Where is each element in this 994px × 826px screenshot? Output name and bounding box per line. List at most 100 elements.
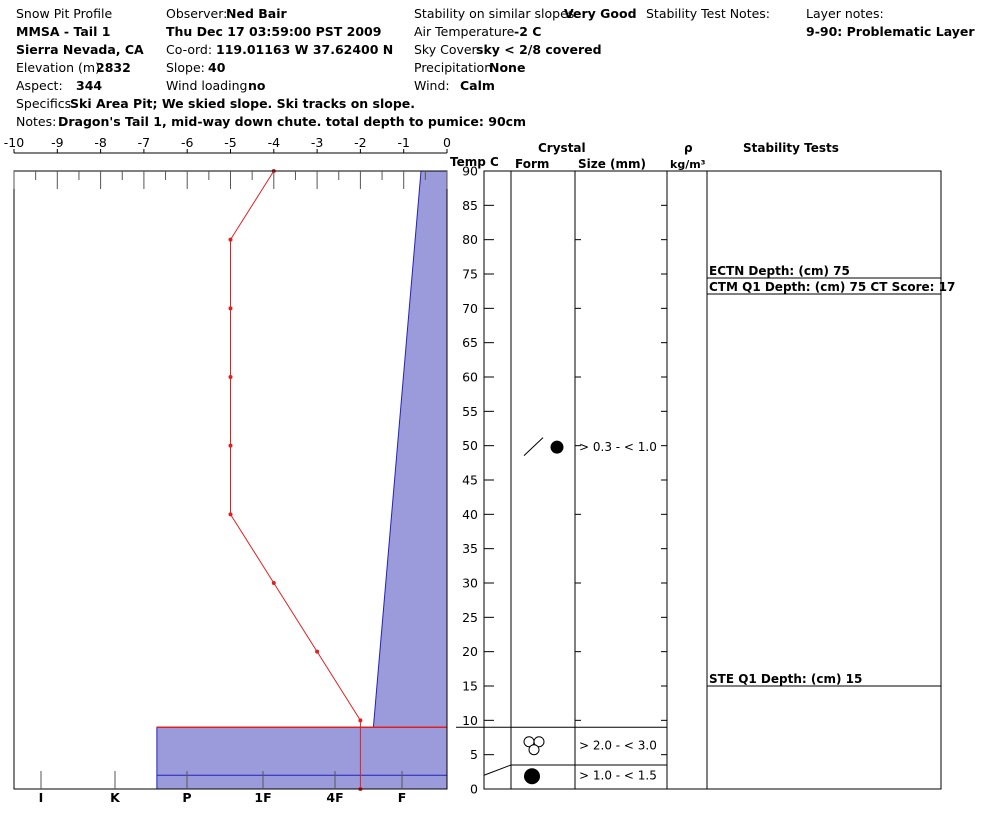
aspect-value: 344 [76,78,103,93]
observer-label: Observer: [166,6,228,21]
layer-notes-label: Layer notes: [806,6,884,21]
depth-tick-label: 40 [462,507,478,522]
stability-test-label: STE Q1 Depth: (cm) 15 [709,672,862,686]
density-unit-header: kg/m³ [670,158,706,171]
size-label: > 0.3 - < 1.0 [579,440,657,454]
notes-value: Dragon's Tail 1, mid-way down chute. tot… [58,114,527,129]
depth-tick-label: 75 [462,267,478,282]
hardness-layer [156,726,448,790]
temp-tick-label: -5 [224,135,236,150]
depth-tick-label: 65 [462,335,478,350]
temp-tick-label: -9 [51,135,64,150]
notes-label: Notes: [16,114,57,129]
faceted-form-icon [523,437,544,457]
depth-axis: 0 5 10 15 20 25 30 35 40 45 50 55 60 65 70 75 80 85 90 [462,164,494,797]
cluster-grain-icon [528,744,540,756]
depth-tick-label: 10 [462,713,478,728]
temperature-point [271,581,276,585]
depth-tick-label: 90 [462,164,478,179]
air-temp-value: -2 C [514,24,542,39]
depth-tick-label: 45 [462,473,478,488]
sky-value: sky < 2/8 covered [476,42,602,57]
temp-axis: -10 -9 -8 -7 -6 -5 -4 -3 -2 -1 0 [4,135,451,189]
coord-value: 119.01163 W 37.62400 N [216,42,394,57]
depth-tick-label: 70 [462,301,478,316]
wind-label: Wind: [414,78,450,93]
specifics-label: Specifics [16,96,72,111]
temp-tick-label: -6 [181,135,194,150]
elevation-label: Elevation (m) [16,60,100,75]
air-temp-label: Air Temperature [414,24,515,39]
layer-connector [483,764,512,776]
rounded-grain-icon [550,440,564,454]
temp-tick-label: -8 [94,135,107,150]
rho-header: ρ [684,141,693,155]
slope-label: Slope: [166,60,205,75]
hardness-tick-label: K [110,790,121,805]
temperature-point [315,649,320,654]
temperature-point [228,512,233,517]
rounded-grain-icon [524,768,540,785]
temp-tick-label: -1 [397,135,409,150]
sky-label: Sky Cover [414,42,477,57]
layer-columns: > 0.3 - < 1.0 > 2.0 - < 3.0 > 1.0 - < 1.5 [456,170,942,790]
depth-tick-label: 85 [462,198,478,213]
wind-value: Calm [460,78,495,93]
precip-label: Precipitation [414,60,493,75]
depth-tick-label: 20 [462,644,478,659]
temp-tick-label: 0 [443,135,451,150]
hardness-axis: I K P 1F 4F F [39,771,407,805]
stability-notes-label: Stability Test Notes: [646,6,771,21]
temp-column-header: Temp C [450,155,499,169]
temperature-point [358,718,363,723]
wind-loading-label: Wind loading [166,78,248,93]
hardness-tick-label: 4F [326,790,343,805]
stability-tests-header: Stability Tests [743,141,839,155]
temp-tick-label: -10 [4,135,24,150]
depth-tick-label: 35 [462,541,478,556]
coord-label: Co-ord: [166,42,213,57]
slope-value: 40 [208,60,226,75]
depth-tick-label: 5 [470,747,478,762]
hardness-tick-label: I [39,790,44,805]
region: Sierra Nevada, CA [16,42,144,57]
temperature-line [230,170,361,789]
datetime: Thu Dec 17 03:59:00 PST 2009 [166,24,382,39]
depth-tick-label: 15 [462,679,478,694]
temperature-point [228,237,233,242]
stability-test-label: ECTN Depth: (cm) 75 [709,264,850,278]
wind-loading-value: no [248,78,266,93]
hardness-layer [372,170,448,728]
stability-label: Stability on similar slopes [414,6,575,21]
table-frame [483,170,942,790]
hardness-tick-label: P [182,790,191,805]
specifics-value: Ski Area Pit; We skied slope. Ski tracks… [70,96,416,111]
site-name: MMSA - Tail 1 [16,24,111,39]
observer-value: Ned Bair [226,6,287,21]
temp-tick-label: -3 [311,135,323,150]
layer-note: 9-90: Problematic Layer [806,24,975,39]
depth-tick-label: 50 [462,438,478,453]
crystal-header: Crystal [538,141,586,155]
temp-tick-label: -2 [354,135,366,150]
form-header: Form [515,157,550,171]
aspect-label: Aspect: [16,78,63,93]
depth-tick-label: 0 [470,782,478,797]
cluster-grain-icon [533,736,545,748]
page-title: Snow Pit Profile [16,6,113,21]
temperature-point [228,306,233,311]
depth-tick-label: 60 [462,370,478,385]
stability-test-label: CTM Q1 Depth: (cm) 75 CT Score: 17 [709,280,955,294]
temperature-point [228,375,233,379]
temp-tick-label: -7 [138,135,150,150]
precip-value: None [489,60,526,75]
plot-area [13,169,448,791]
elevation-value: 2832 [96,60,131,75]
depth-tick-label: 30 [462,576,478,591]
size-header: Size (mm) [578,157,647,171]
temp-tick-label: -4 [268,135,281,150]
hardness-tick-label: F [398,790,407,805]
depth-tick-label: 25 [462,610,478,625]
stability-tests-column: ECTN Depth: (cm) 75 CTM Q1 Depth: (cm) 75… [707,264,955,687]
size-label: > 1.0 - < 1.5 [579,768,657,782]
